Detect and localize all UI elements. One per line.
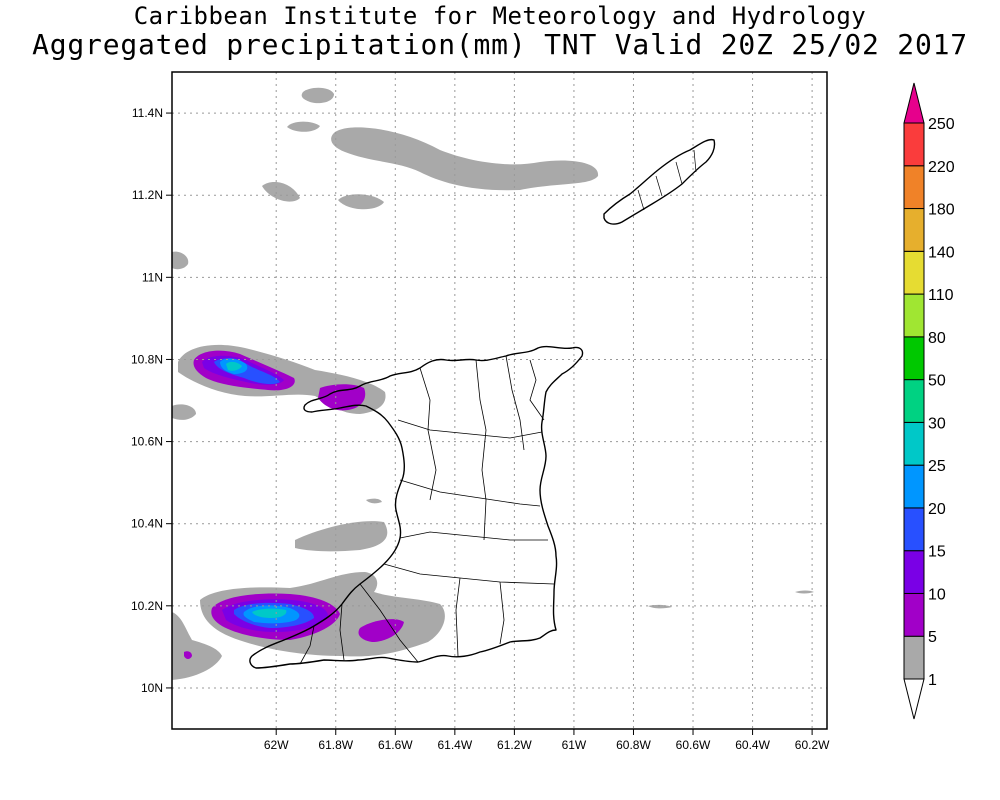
colorbar-level-label: 1 (928, 672, 937, 689)
map-title: Caribbean Institute for Meteorology and … (133, 2, 867, 30)
colorbar-segment (903, 336, 925, 381)
colorbar-level-label: 180 (928, 202, 955, 219)
colorbar-level-label: 80 (928, 330, 946, 347)
colorbar-segment (903, 464, 925, 509)
colorbar-level-label: 10 (928, 586, 946, 603)
lon-tick-label: 62W (264, 738, 289, 752)
precipitation-shading (172, 87, 814, 680)
colorbar-segment (903, 379, 925, 423)
precip-area-1mm (795, 590, 814, 594)
lon-tick-label: 60.2W (795, 738, 830, 752)
coastline-tobago (603, 138, 716, 225)
colorbar-segment (903, 165, 925, 210)
precip-area-1mm (172, 404, 196, 420)
longitude-axis: 62W 61.8W 61.6W 61.4W 61.2W 61W 60.8W 60.6W 60.4… (264, 729, 830, 752)
lon-tick-label: 60.4W (735, 738, 770, 752)
colorbar-segment (903, 250, 925, 295)
colorbar-level-label: 110 (928, 287, 954, 304)
lat-tick-label: 11.4N (132, 106, 163, 120)
colorbar-level-label: 5 (928, 629, 937, 646)
map-gridlines (172, 72, 827, 729)
lat-tick-label: 10.2N (131, 599, 163, 613)
lat-tick-label: 10.4N (131, 517, 163, 531)
colorbar-level-label: 30 (928, 415, 946, 432)
colorbar-level-label: 140 (928, 244, 955, 261)
lat-tick-label: 10N (141, 681, 163, 695)
colorbar-under-triangle (903, 678, 925, 720)
colorbar-level-label: 220 (928, 159, 955, 176)
colorbar-segment (903, 592, 925, 637)
lon-tick-label: 61.8W (318, 738, 353, 752)
lat-tick-label: 11N (142, 270, 163, 284)
coastline-trinidad (249, 345, 584, 669)
precip-area-1mm (301, 87, 334, 104)
lat-tick-label: 11.2N (132, 188, 163, 202)
precip-area-1mm (366, 498, 382, 504)
colorbar-level-label: 20 (928, 501, 946, 518)
lat-tick-label: 10.6N (131, 435, 163, 449)
precip-area-1mm (295, 521, 388, 552)
colorbar-segment (903, 421, 925, 466)
precip-area-1mm (172, 251, 189, 270)
colorbar-segment (903, 507, 925, 552)
colorbar-level-label: 25 (928, 458, 946, 475)
precip-area-1mm (172, 612, 222, 680)
district-boundaries-trinidad (299, 355, 555, 665)
precip-area-25mm (252, 608, 287, 618)
precip-area-5mm (358, 619, 404, 642)
precip-area-1mm (331, 127, 599, 191)
latitude-axis: 10N 10.2N 10.4N 10.6N 10.8N 11N 11.2N 11.4N (131, 106, 172, 695)
colorbar-level-label: 50 (928, 373, 946, 390)
colorbar-segment (903, 122, 925, 167)
colorbar-segment (903, 635, 925, 680)
lon-tick-label: 61.4W (437, 738, 472, 752)
lon-tick-label: 61W (562, 738, 587, 752)
precip-area-1mm (287, 121, 320, 132)
colorbar-segment (903, 208, 925, 252)
colorbar-segment (903, 293, 925, 338)
map-subtitle: Aggregated precipitation(mm) TNT Valid 2… (32, 28, 968, 61)
lat-tick-label: 10.8N (131, 352, 163, 366)
lon-tick-label: 60.8W (616, 738, 651, 752)
colorbar-segment (903, 550, 925, 594)
colorbar-level-label: 250 (928, 116, 955, 133)
lon-tick-label: 61.2W (497, 738, 532, 752)
precip-area-1mm (262, 182, 300, 202)
plot-frame (171, 71, 828, 730)
precip-area-5mm (318, 384, 366, 411)
colorbar-over-triangle (903, 82, 925, 124)
precip-area-5mm (184, 651, 192, 659)
colorbar-level-label: 15 (928, 544, 946, 561)
precip-area-1mm (338, 194, 384, 210)
precip-area-25mm (226, 361, 242, 371)
lon-tick-label: 60.6W (676, 738, 711, 752)
lon-tick-label: 61.6W (378, 738, 413, 752)
